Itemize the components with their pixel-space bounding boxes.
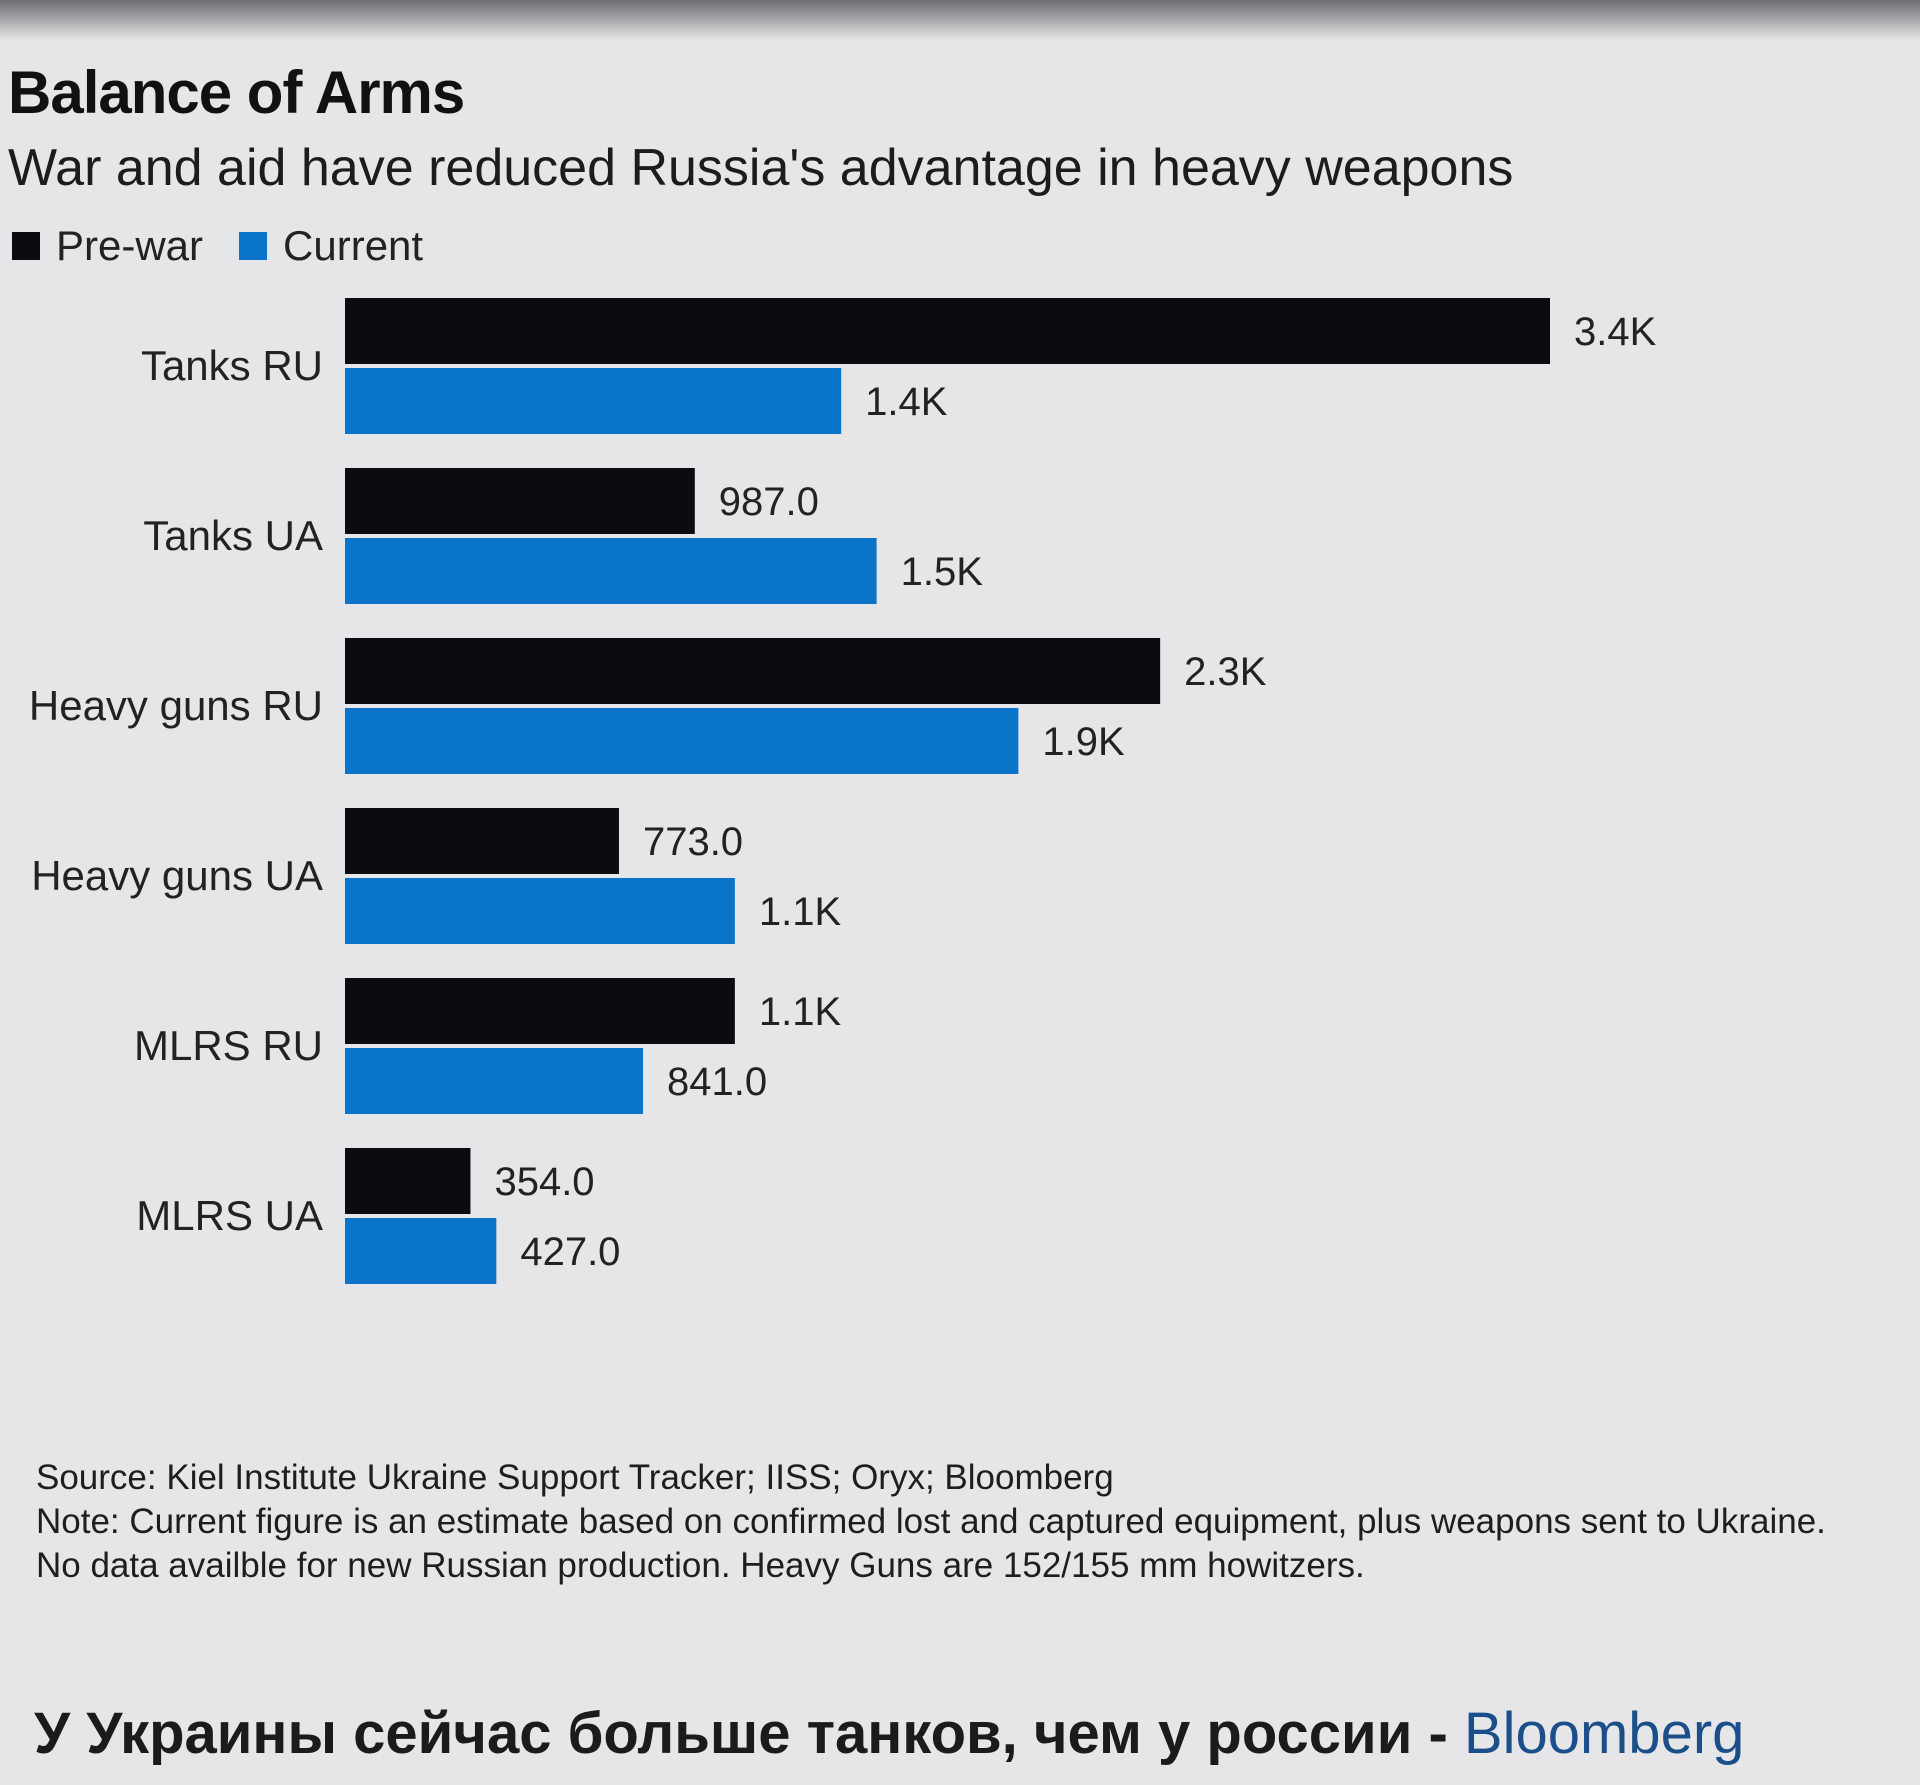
source-note: Source: Kiel Institute Ukraine Support T… [36, 1456, 1876, 1588]
category-label-tanks-ua: Tanks UA [143, 512, 323, 559]
data-label-pre-war-tanks-ua: 987.0 [719, 480, 819, 524]
bar-pre-war-heavy-guns-ua [345, 808, 619, 874]
data-label-current-mlrs-ru: 841.0 [667, 1060, 767, 1104]
caption-text: У Украины сейчас больше танков, чем у ро… [34, 1701, 1464, 1766]
data-label-current-tanks-ru: 1.4K [865, 380, 948, 424]
category-label-heavy-guns-ua: Heavy guns UA [31, 852, 323, 899]
bar-pre-war-heavy-guns-ru [345, 638, 1161, 704]
top-shadow [0, 0, 1920, 40]
category-label-tanks-ru: Tanks RU [141, 342, 323, 389]
bar-current-tanks-ru [345, 368, 842, 434]
data-label-pre-war-mlrs-ru: 1.1K [759, 990, 842, 1034]
bar-current-mlrs-ua [345, 1218, 497, 1284]
data-label-current-tanks-ua: 1.5K [901, 550, 984, 594]
legend-label-current: Current [283, 222, 424, 269]
category-label-mlrs-ru: MLRS RU [134, 1022, 323, 1069]
bar-current-heavy-guns-ru [345, 708, 1019, 774]
data-label-pre-war-tanks-ru: 3.4K [1574, 310, 1657, 354]
legend-swatch-current [239, 232, 268, 260]
data-label-current-heavy-guns-ua: 1.1K [759, 890, 842, 934]
caption: У Украины сейчас больше танков, чем у ро… [34, 1700, 1744, 1767]
note-text: Note: Current figure is an estimate base… [36, 1502, 1826, 1585]
bar-current-heavy-guns-ua [345, 878, 735, 944]
bar-current-mlrs-ru [345, 1048, 644, 1114]
legend-label-prewar: Pre-war [56, 222, 204, 269]
source-text: Source: Kiel Institute Ukraine Support T… [36, 1458, 1114, 1497]
data-label-pre-war-mlrs-ua: 354.0 [494, 1160, 594, 1204]
legend: Pre-war Current [12, 222, 459, 270]
bar-chart: Tanks RU 3.4K 1.4K Tanks UA 987.0 1.5K Heavy g… [29, 298, 1657, 1284]
bar-pre-war-tanks-ru [345, 298, 1550, 364]
legend-item-current: Current [239, 222, 423, 270]
chart-title: Balance of Arms [8, 59, 465, 126]
chart-subtitle: War and aid have reduced Russia's advant… [8, 139, 1514, 197]
data-label-current-mlrs-ua: 427.0 [520, 1230, 620, 1274]
bar-pre-war-tanks-ua [345, 468, 695, 534]
bar-pre-war-mlrs-ua [345, 1148, 471, 1214]
data-label-pre-war-heavy-guns-ua: 773.0 [643, 820, 743, 864]
legend-item-prewar: Pre-war [12, 222, 203, 270]
category-label-mlrs-ua: MLRS UA [136, 1192, 323, 1239]
bar-current-tanks-ua [345, 538, 877, 604]
bar-pre-war-mlrs-ru [345, 978, 735, 1044]
category-label-heavy-guns-ru: Heavy guns RU [29, 682, 323, 729]
data-label-current-heavy-guns-ru: 1.9K [1042, 720, 1125, 764]
data-label-pre-war-heavy-guns-ru: 2.3K [1184, 650, 1267, 694]
legend-swatch-prewar [12, 232, 40, 260]
caption-brand: Bloomberg [1463, 1701, 1745, 1766]
